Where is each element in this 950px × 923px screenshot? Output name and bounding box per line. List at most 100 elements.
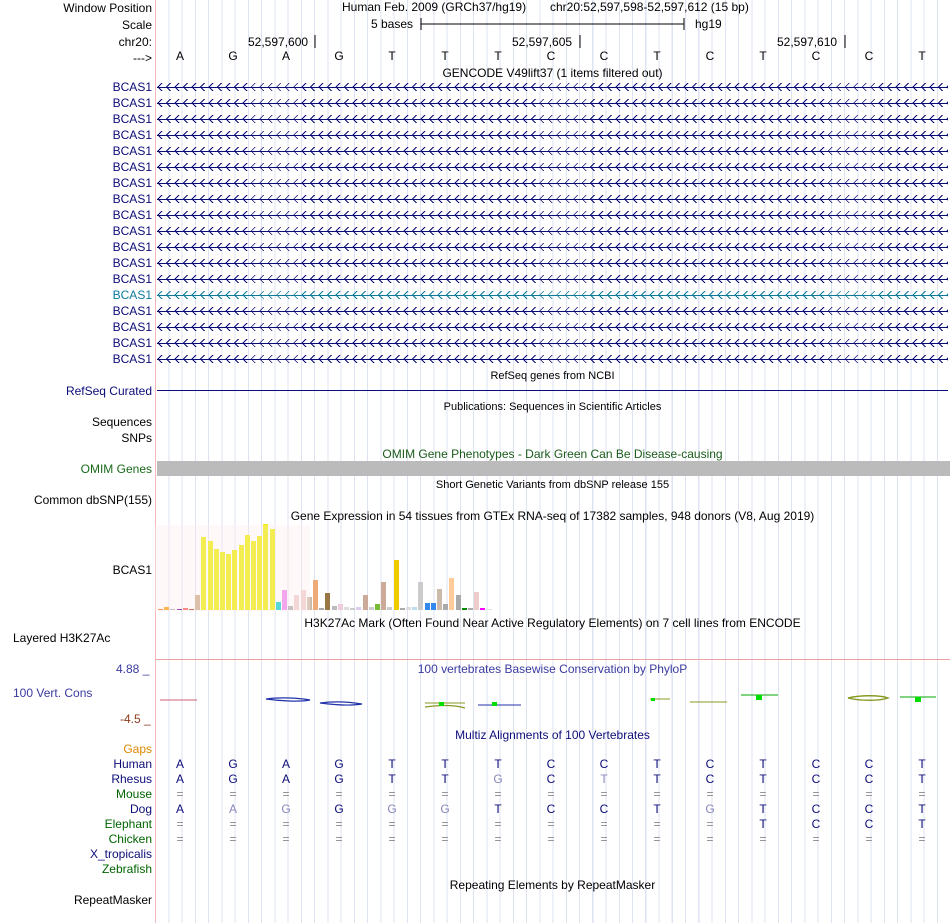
gtex-bar[interactable]: [257, 536, 263, 610]
gencode-row-label[interactable]: BCAS1: [112, 256, 152, 270]
gtex-bar[interactable]: [387, 607, 393, 610]
gencode-row-label[interactable]: BCAS1: [112, 272, 152, 286]
gtex-bar[interactable]: [189, 609, 194, 610]
h3k27ac-title[interactable]: H3K27Ac Mark (Often Found Near Active Re…: [304, 616, 801, 630]
gtex-bar[interactable]: [244, 535, 250, 610]
gtex-bar[interactable]: [474, 592, 480, 610]
gtex-bar[interactable]: [399, 608, 405, 610]
gtex-bar[interactable]: [275, 602, 281, 610]
gencode-title[interactable]: GENCODE V49lift37 (1 items filtered out): [442, 66, 663, 80]
gencode-row-label[interactable]: BCAS1: [112, 144, 152, 158]
species-label[interactable]: Chicken: [108, 832, 152, 846]
multiz-title[interactable]: Multiz Alignments of 100 Vertebrates: [455, 728, 650, 742]
species-label[interactable]: Dog: [129, 802, 152, 816]
gtex-bar[interactable]: [449, 578, 455, 610]
gtex-bar[interactable]: [269, 529, 275, 610]
gencode-row-label[interactable]: BCAS1: [112, 320, 152, 334]
gtex-bar[interactable]: [468, 608, 473, 610]
gtex-bar[interactable]: [393, 560, 399, 610]
gtex-bar[interactable]: [220, 552, 225, 610]
omim-label[interactable]: OMIM Genes: [80, 462, 152, 476]
gencode-row-label[interactable]: BCAS1: [112, 112, 152, 126]
dbsnp-label[interactable]: Common dbSNP(155): [33, 493, 152, 507]
gtex-bar[interactable]: [480, 608, 486, 610]
gtex-bar[interactable]: [238, 545, 244, 610]
gtex-bar[interactable]: [288, 606, 294, 610]
gtex-bar[interactable]: [170, 609, 176, 610]
gtex-bar[interactable]: [176, 609, 182, 610]
gtex-bar[interactable]: [331, 606, 337, 610]
gtex-bar[interactable]: [437, 589, 442, 610]
gencode-row-label[interactable]: BCAS1: [112, 288, 152, 302]
gtex-bar[interactable]: [164, 607, 170, 610]
repeatmasker-title[interactable]: Repeating Elements by RepeatMasker: [449, 878, 656, 892]
gtex-bar[interactable]: [356, 607, 362, 610]
gtex-bar[interactable]: [263, 524, 269, 610]
gtex-bar[interactable]: [213, 549, 219, 610]
gtex-bar[interactable]: [232, 550, 238, 610]
repeatmasker-label[interactable]: RepeatMasker: [73, 893, 152, 907]
position-text[interactable]: chr20:52,597,598-52,597,612 (15 bp): [550, 0, 749, 14]
gtex-bar[interactable]: [486, 609, 492, 610]
species-label[interactable]: X_tropicalis: [89, 847, 152, 861]
gencode-row-label[interactable]: BCAS1: [112, 160, 152, 174]
gencode-row-label[interactable]: BCAS1: [112, 192, 152, 206]
gtex-bar[interactable]: [282, 590, 287, 610]
omim-title[interactable]: OMIM Gene Phenotypes - Dark Green Can Be…: [382, 447, 723, 461]
gencode-row-label[interactable]: BCAS1: [112, 128, 152, 142]
species-label[interactable]: Elephant: [104, 817, 152, 831]
gtex-bar[interactable]: [455, 595, 461, 610]
gtex-bar[interactable]: [443, 604, 449, 610]
gtex-bar[interactable]: [300, 590, 306, 610]
gtex-bar[interactable]: [350, 608, 356, 610]
species-label[interactable]: Human: [113, 757, 152, 771]
gencode-row-label[interactable]: BCAS1: [112, 240, 152, 254]
gtex-bar[interactable]: [319, 608, 325, 610]
gtex-bar[interactable]: [201, 537, 207, 610]
gtex-bar[interactable]: [207, 541, 213, 610]
conservation-label[interactable]: 100 Vert. Cons: [13, 686, 93, 700]
h3k27ac-label[interactable]: Layered H3K27Ac: [13, 631, 111, 645]
refseq-label[interactable]: RefSeq Curated: [65, 384, 152, 398]
gencode-row-label[interactable]: BCAS1: [112, 96, 152, 110]
omim-gene-bar[interactable]: [157, 461, 950, 476]
species-label[interactable]: Mouse: [115, 787, 152, 801]
snps-label[interactable]: SNPs: [121, 431, 152, 445]
gtex-bar[interactable]: [294, 595, 300, 610]
species-label[interactable]: Zebrafish: [101, 862, 152, 876]
gtex-bar[interactable]: [313, 580, 318, 610]
gtex-bar[interactable]: [306, 597, 312, 610]
gtex-bar[interactable]: [362, 595, 368, 610]
gencode-row-label[interactable]: BCAS1: [112, 80, 152, 94]
gtex-bar[interactable]: [406, 607, 411, 610]
species-label[interactable]: Rhesus: [111, 772, 152, 786]
gtex-bar[interactable]: [325, 593, 331, 610]
gtex-title[interactable]: Gene Expression in 54 tissues from GTEx …: [290, 509, 815, 523]
gencode-row-label[interactable]: BCAS1: [112, 336, 152, 350]
refseq-gene-line[interactable]: [157, 390, 948, 391]
gtex-bar[interactable]: [381, 582, 387, 610]
gtex-label[interactable]: BCAS1: [112, 563, 152, 577]
conservation-title[interactable]: 100 vertebrates Basewise Conservation by…: [417, 662, 688, 676]
gencode-row-label[interactable]: BCAS1: [112, 352, 152, 366]
gtex-bar[interactable]: [182, 608, 188, 610]
refseq-title[interactable]: RefSeq genes from NCBI: [490, 370, 615, 382]
sequences-label[interactable]: Sequences: [91, 415, 152, 429]
publications-title[interactable]: Publications: Sequences in Scientific Ar…: [443, 401, 662, 413]
gtex-bar[interactable]: [195, 595, 201, 610]
gtex-bar[interactable]: [375, 604, 380, 610]
gtex-bar[interactable]: [251, 541, 256, 610]
gtex-bar[interactable]: [461, 608, 467, 610]
gencode-row-label[interactable]: BCAS1: [112, 176, 152, 190]
gtex-bar[interactable]: [424, 603, 430, 610]
gtex-bar[interactable]: [412, 607, 418, 610]
gtex-bar[interactable]: [226, 554, 232, 610]
gtex-bar[interactable]: [337, 604, 343, 610]
gencode-row-label[interactable]: BCAS1: [112, 224, 152, 238]
gtex-bar[interactable]: [430, 603, 436, 610]
gtex-bar[interactable]: [344, 607, 349, 610]
gencode-row-label[interactable]: BCAS1: [112, 304, 152, 318]
gtex-bar[interactable]: [418, 582, 424, 610]
dbsnp-title[interactable]: Short Genetic Variants from dbSNP releas…: [435, 479, 670, 491]
